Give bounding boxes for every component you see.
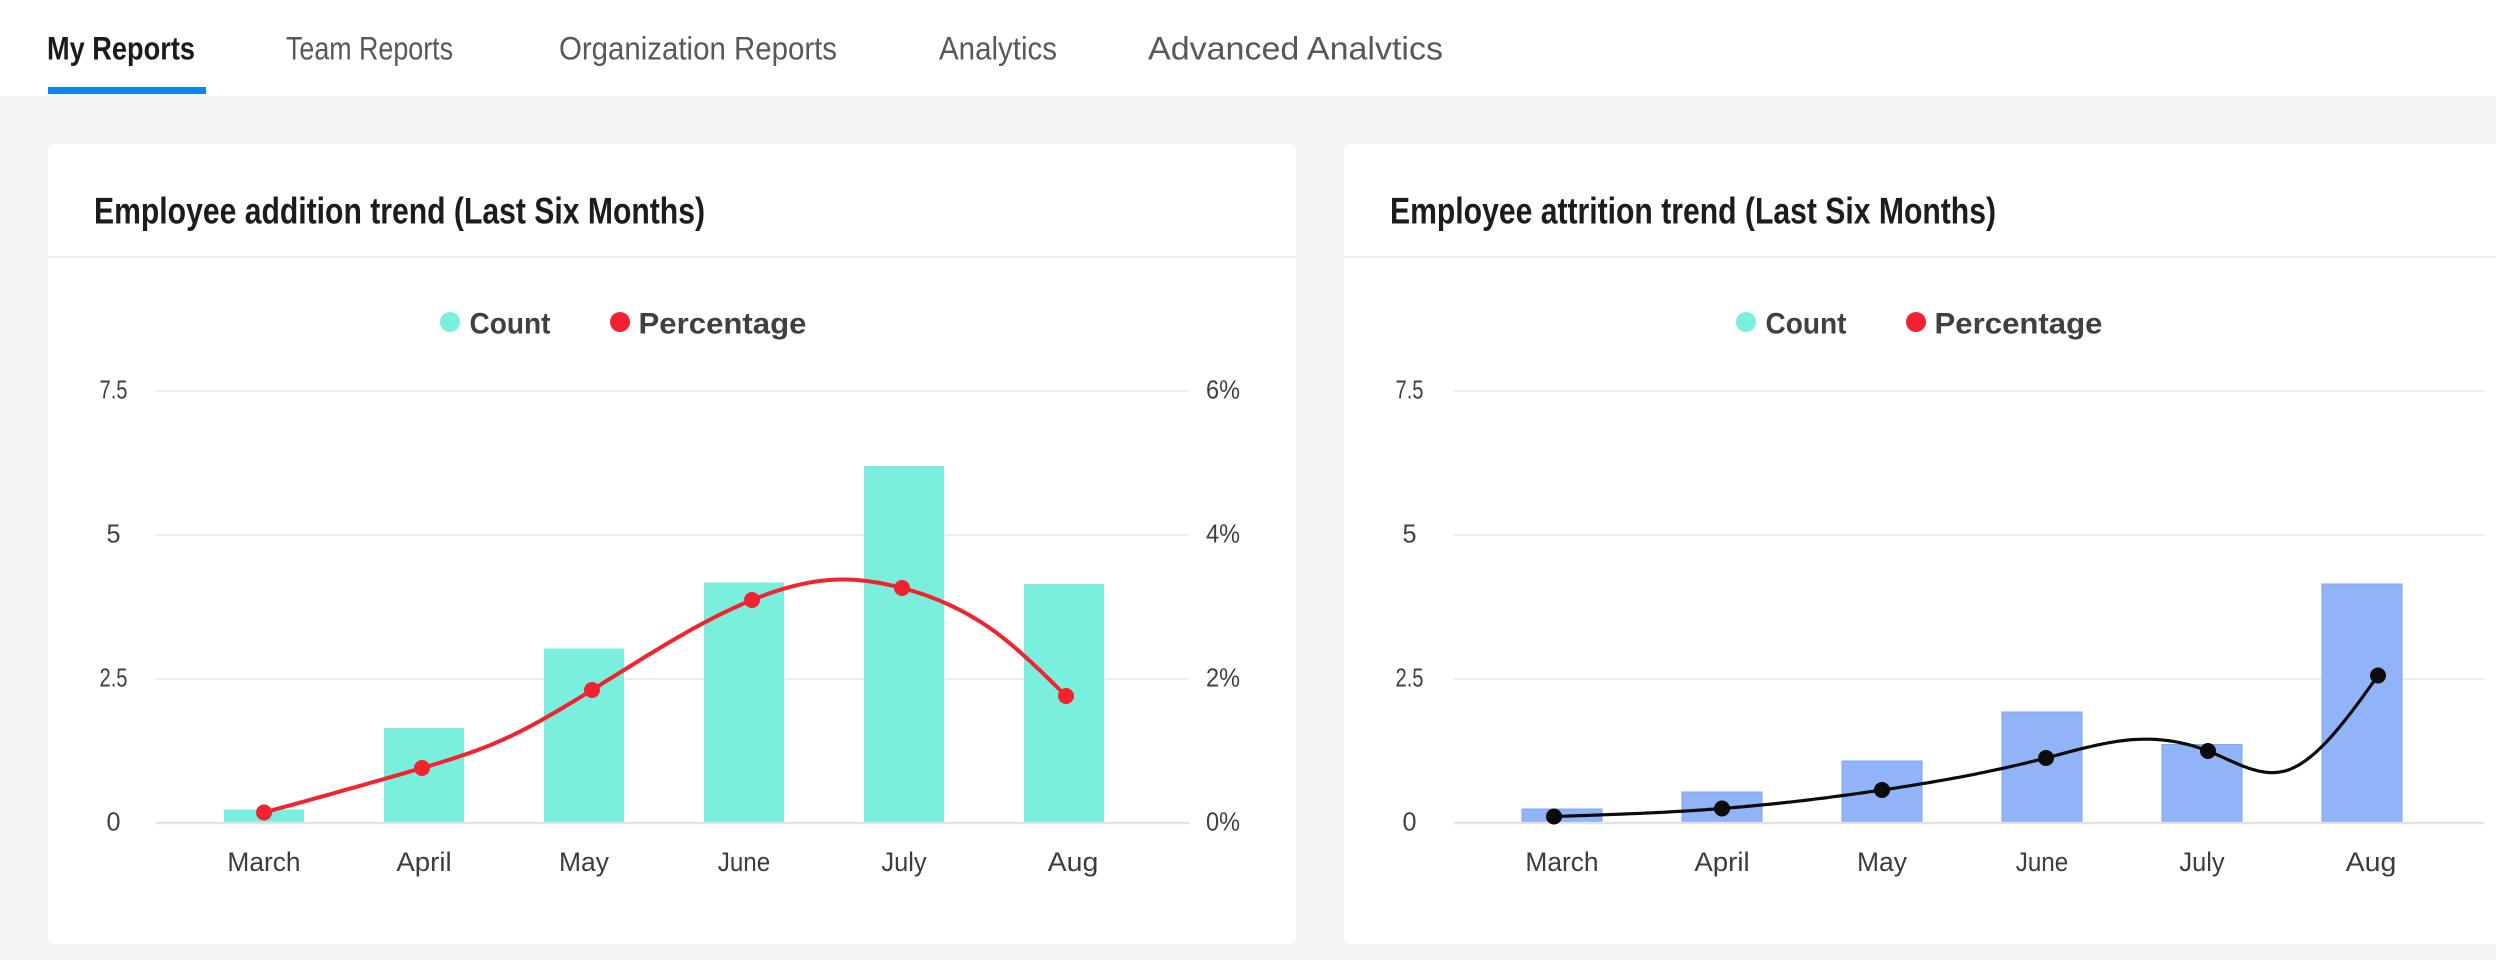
svg-text:Employee addition trend (Last: Employee addition trend (Last Six Months…	[94, 191, 705, 232]
svg-text:July: July	[2179, 847, 2225, 877]
svg-text:Aug: Aug	[2346, 847, 2397, 877]
svg-text:June: June	[718, 847, 771, 877]
svg-text:Organization Reports: Organization Reports	[559, 31, 837, 67]
svg-text:6%: 6%	[1206, 375, 1240, 405]
svg-text:Team Reports: Team Reports	[286, 31, 453, 67]
svg-text:April: April	[1694, 847, 1749, 877]
svg-text:Count: Count	[1766, 308, 1847, 341]
svg-text:Advanced Analvtics: Advanced Analvtics	[1148, 31, 1443, 67]
svg-text:Aug: Aug	[1048, 847, 1099, 877]
svg-text:May: May	[559, 847, 609, 877]
svg-text:5: 5	[107, 519, 121, 549]
svg-text:Count: Count	[470, 308, 551, 341]
svg-text:Percentage: Percentage	[1935, 308, 2103, 341]
svg-text:2%: 2%	[1206, 663, 1240, 693]
svg-text:0%: 0%	[1206, 807, 1240, 837]
svg-text:4%: 4%	[1206, 519, 1240, 549]
svg-text:0: 0	[107, 807, 121, 837]
svg-text:Analytics: Analytics	[939, 31, 1057, 67]
svg-text:April: April	[396, 847, 451, 877]
svg-text:2.5: 2.5	[100, 663, 128, 693]
svg-text:July: July	[881, 847, 927, 877]
svg-text:0: 0	[1403, 807, 1417, 837]
svg-text:Employee attrition trend (Last: Employee attrition trend (Last Six Month…	[1390, 191, 1996, 232]
svg-text:7.5: 7.5	[1396, 375, 1424, 405]
svg-text:June: June	[2016, 847, 2069, 877]
svg-text:5: 5	[1403, 519, 1417, 549]
svg-text:7.5: 7.5	[100, 375, 128, 405]
svg-text:2.5: 2.5	[1396, 663, 1424, 693]
svg-text:Percentage: Percentage	[639, 308, 807, 341]
svg-text:May: May	[1857, 847, 1907, 877]
svg-text:March: March	[227, 847, 300, 877]
svg-text:March: March	[1525, 847, 1598, 877]
svg-text:My Reports: My Reports	[47, 31, 195, 67]
